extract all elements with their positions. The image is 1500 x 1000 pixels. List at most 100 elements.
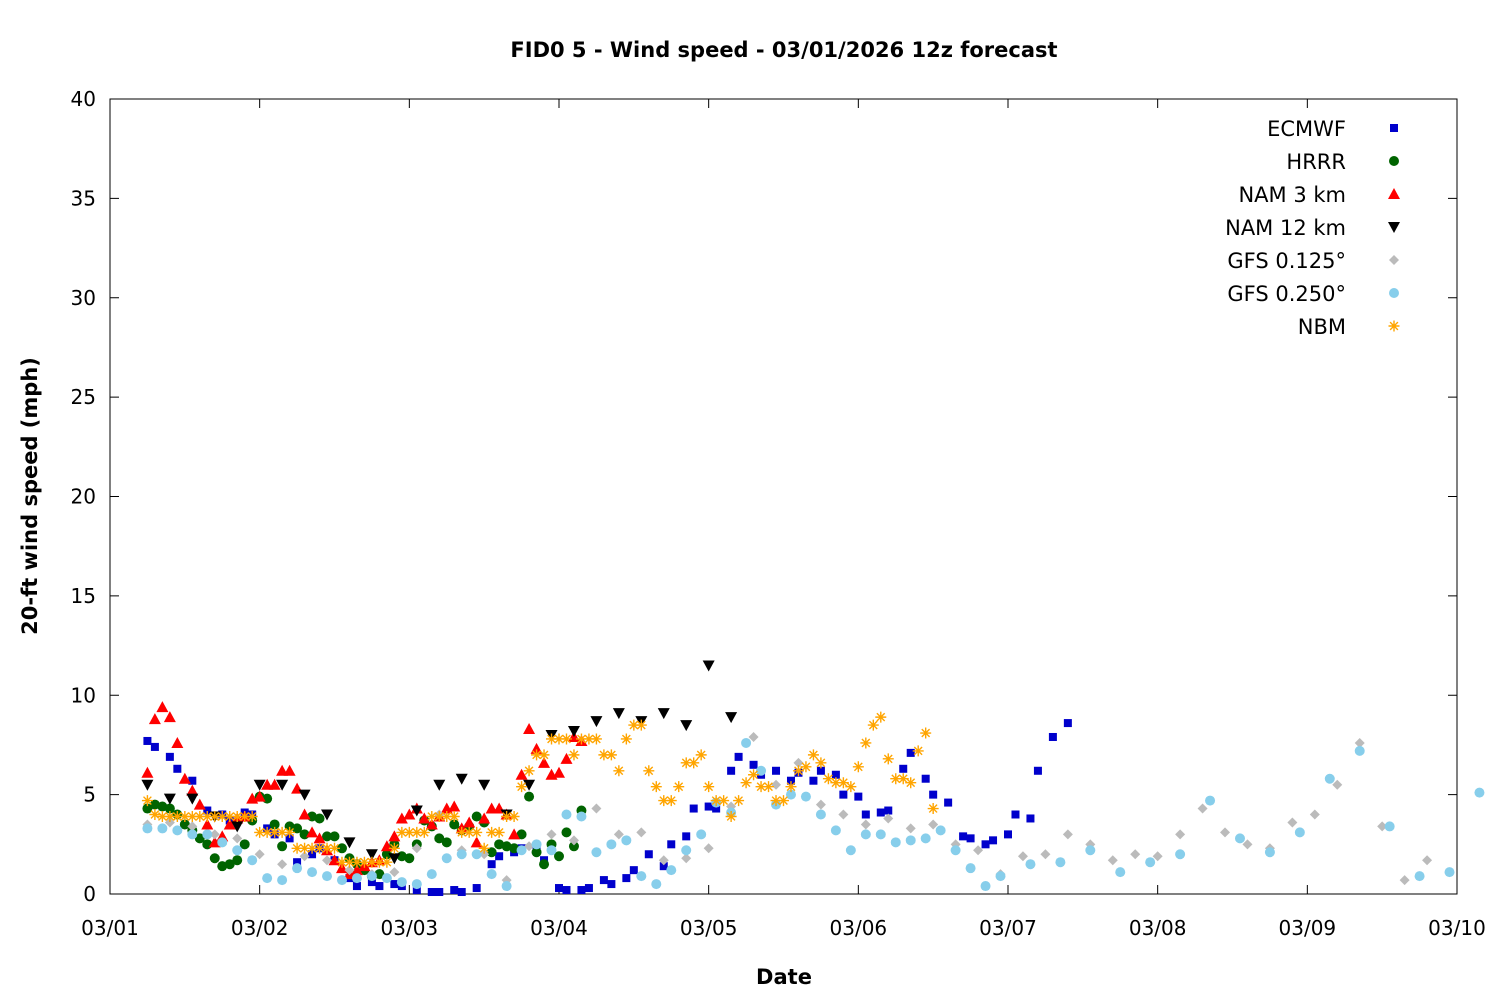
data-point-gfs-0-250 <box>277 875 288 886</box>
data-point-ecmwf <box>293 858 302 867</box>
data-point-gfs-0-125 <box>411 843 422 854</box>
data-point-nbm <box>792 765 804 777</box>
x-tick-label: 03/09 <box>1279 916 1337 940</box>
data-point-nbm <box>456 826 468 838</box>
data-point-ecmwf <box>921 774 930 783</box>
data-point-gfs-0-125 <box>1287 817 1298 828</box>
data-point-gfs-0-125 <box>748 731 759 742</box>
data-point-nam-12-km <box>725 712 738 724</box>
x-tick-label: 03/01 <box>81 916 139 940</box>
data-point-nam-3-km <box>268 778 281 790</box>
data-point-ecmwf <box>861 810 870 819</box>
data-point-gfs-0-125 <box>613 829 624 840</box>
data-point-ecmwf <box>308 850 317 859</box>
data-point-gfs-0-125 <box>883 813 894 824</box>
data-point-gfs-0-250 <box>651 879 662 890</box>
data-point-hrrr <box>486 847 497 858</box>
y-tick-label: 10 <box>71 683 96 707</box>
data-point-ecmwf <box>786 776 795 785</box>
data-point-nam-12-km <box>702 660 715 672</box>
data-point-nam-3-km <box>141 766 154 778</box>
data-point-nbm <box>321 842 333 854</box>
data-point-nbm <box>830 777 842 789</box>
data-point-ecmwf <box>352 882 361 891</box>
data-point-ecmwf <box>809 776 818 785</box>
data-point-gfs-0-125 <box>1242 839 1253 850</box>
data-point-gfs-0-250 <box>606 839 617 850</box>
data-point-nam-3-km <box>403 808 416 820</box>
data-point-nam-3-km <box>478 812 491 824</box>
data-point-nbm <box>516 781 528 793</box>
data-point-gfs-0-250 <box>920 833 931 844</box>
data-point-gfs-0-250 <box>890 837 901 848</box>
data-point-nbm <box>890 773 902 785</box>
data-point-nbm <box>575 733 587 745</box>
data-point-nbm <box>269 826 281 838</box>
data-point-ecmwf <box>150 742 159 751</box>
data-point-gfs-0-250 <box>815 809 826 820</box>
data-point-hrrr <box>232 855 243 866</box>
data-point-nbm <box>882 753 894 765</box>
data-point-ecmwf <box>831 770 840 779</box>
data-point-nbm <box>725 810 737 822</box>
data-point-ecmwf <box>285 834 294 843</box>
data-point-hrrr <box>441 837 452 848</box>
data-point-gfs-0-250 <box>262 873 273 884</box>
data-point-nbm <box>411 826 423 838</box>
data-point-ecmwf <box>981 840 990 849</box>
data-point-nam-3-km <box>523 723 536 735</box>
data-point-nbm <box>403 826 415 838</box>
data-point-ecmwf <box>1033 766 1042 775</box>
data-point-gfs-0-250 <box>441 853 452 864</box>
data-point-nbm <box>314 842 326 854</box>
data-point-nbm <box>486 826 498 838</box>
data-point-gfs-0-250 <box>696 829 707 840</box>
data-point-ecmwf <box>959 832 968 841</box>
data-point-gfs-0-250 <box>202 829 213 840</box>
data-point-gfs-0-250 <box>1175 849 1186 860</box>
data-point-nam-3-km <box>208 836 221 848</box>
x-tick-label: 03/03 <box>381 916 439 940</box>
x-tick-label: 03/07 <box>979 916 1037 940</box>
data-point-gfs-0-125 <box>771 779 782 790</box>
data-point-hrrr <box>434 833 445 844</box>
data-point-ecmwf <box>727 766 736 775</box>
data-point-nam-3-km <box>306 826 319 838</box>
data-point-nbm <box>508 810 520 822</box>
data-point-gfs-0-125 <box>1377 821 1388 832</box>
data-point-hrrr <box>224 859 235 870</box>
data-point-gfs-0-250 <box>486 869 497 880</box>
data-point-ecmwf <box>622 874 631 883</box>
chart-title: FID0 5 - Wind speed - 03/01/2026 12z for… <box>510 38 1057 62</box>
data-point-nbm <box>261 826 273 838</box>
data-point-gfs-0-250 <box>1444 867 1455 878</box>
data-point-gfs-0-250 <box>681 845 692 856</box>
data-point-gfs-0-125 <box>299 851 310 862</box>
data-point-nbm <box>156 810 168 822</box>
data-point-gfs-0-125 <box>703 843 714 854</box>
data-point-nam-12-km <box>141 779 154 791</box>
data-point-gfs-0-125 <box>1354 737 1365 748</box>
data-point-nam-12-km <box>657 708 670 720</box>
data-point-hrrr <box>449 819 460 830</box>
data-point-nbm <box>418 826 430 838</box>
y-tick-label: 15 <box>71 584 96 608</box>
data-point-nam-3-km <box>538 756 551 768</box>
x-tick-label: 03/08 <box>1129 916 1187 940</box>
data-point-nbm <box>426 810 438 822</box>
data-point-nbm <box>254 826 266 838</box>
data-point-nbm <box>590 733 602 745</box>
data-point-nbm <box>186 810 198 822</box>
data-point-nam-12-km <box>253 779 266 791</box>
data-point-nbm <box>927 803 939 815</box>
data-point-ecmwf <box>487 860 496 869</box>
data-point-nbm <box>433 810 445 822</box>
data-point-hrrr <box>539 859 550 870</box>
data-point-gfs-0-250 <box>1264 847 1275 858</box>
data-point-nbm <box>620 733 632 745</box>
data-point-nbm <box>471 826 483 838</box>
legend-marker-hrrr <box>1389 156 1399 166</box>
data-point-hrrr <box>157 801 168 812</box>
data-point-nbm <box>778 795 789 807</box>
data-point-nbm <box>635 719 647 731</box>
